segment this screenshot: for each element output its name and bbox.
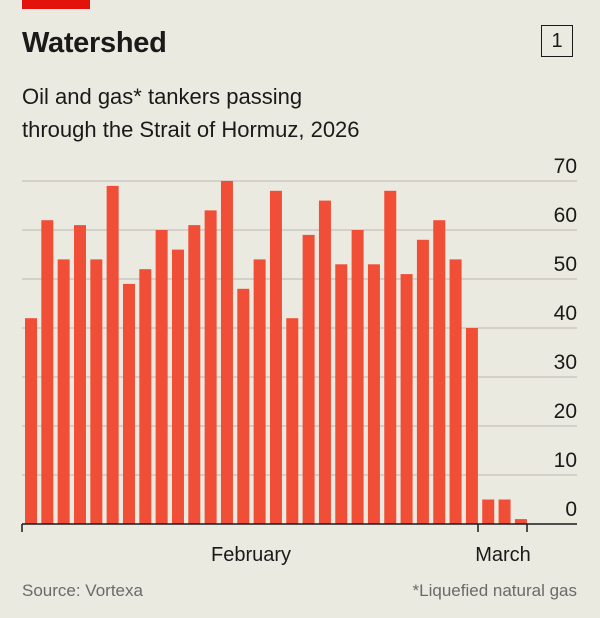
footnote: *Liquefied natural gas bbox=[412, 581, 577, 600]
bar bbox=[498, 499, 511, 524]
bar bbox=[482, 499, 495, 524]
bar bbox=[57, 259, 70, 524]
x-label-february: February bbox=[211, 544, 291, 566]
y-tick-label: 10 bbox=[554, 449, 577, 472]
bar bbox=[302, 234, 315, 524]
bar bbox=[90, 259, 103, 524]
bar bbox=[25, 318, 37, 524]
bar bbox=[514, 519, 527, 524]
bar bbox=[416, 239, 429, 525]
bar bbox=[384, 190, 397, 525]
chart-number-badge: 1 bbox=[541, 25, 573, 57]
bar bbox=[433, 220, 446, 524]
subtitle-line-2: through the Strait of Hormuz, 2026 bbox=[22, 117, 360, 142]
y-tick-label: 70 bbox=[554, 155, 577, 178]
bar bbox=[351, 230, 364, 524]
bar bbox=[155, 230, 168, 524]
chart-title: Watershed bbox=[22, 27, 167, 59]
bar bbox=[318, 200, 331, 524]
bar bbox=[400, 274, 413, 524]
subtitle-line-1: Oil and gas* tankers passing bbox=[22, 84, 303, 109]
bar bbox=[204, 210, 217, 524]
y-tick-label: 0 bbox=[565, 498, 577, 521]
bar bbox=[220, 181, 233, 524]
bar bbox=[41, 220, 54, 524]
bar bbox=[465, 328, 478, 524]
bar bbox=[367, 264, 380, 524]
bar bbox=[449, 259, 462, 524]
bar bbox=[188, 225, 201, 524]
bar bbox=[253, 259, 266, 524]
bar bbox=[171, 249, 184, 524]
source-note: Source: Vortexa bbox=[22, 581, 143, 600]
bar bbox=[286, 318, 299, 524]
y-tick-label: 30 bbox=[554, 351, 577, 374]
bar bbox=[269, 190, 282, 525]
bar bbox=[237, 288, 250, 524]
bar bbox=[139, 269, 152, 524]
bar bbox=[122, 283, 135, 524]
accent-bar bbox=[22, 0, 90, 9]
bar bbox=[73, 225, 86, 524]
y-tick-label: 40 bbox=[554, 302, 577, 325]
bar bbox=[106, 185, 119, 524]
y-tick-label: 60 bbox=[554, 204, 577, 227]
y-tick-label: 20 bbox=[554, 400, 577, 423]
bar bbox=[335, 264, 348, 524]
x-label-march: March bbox=[475, 544, 531, 566]
chart-subtitle: Oil and gas* tankers passing through the… bbox=[22, 80, 360, 146]
y-tick-label: 50 bbox=[554, 253, 577, 276]
